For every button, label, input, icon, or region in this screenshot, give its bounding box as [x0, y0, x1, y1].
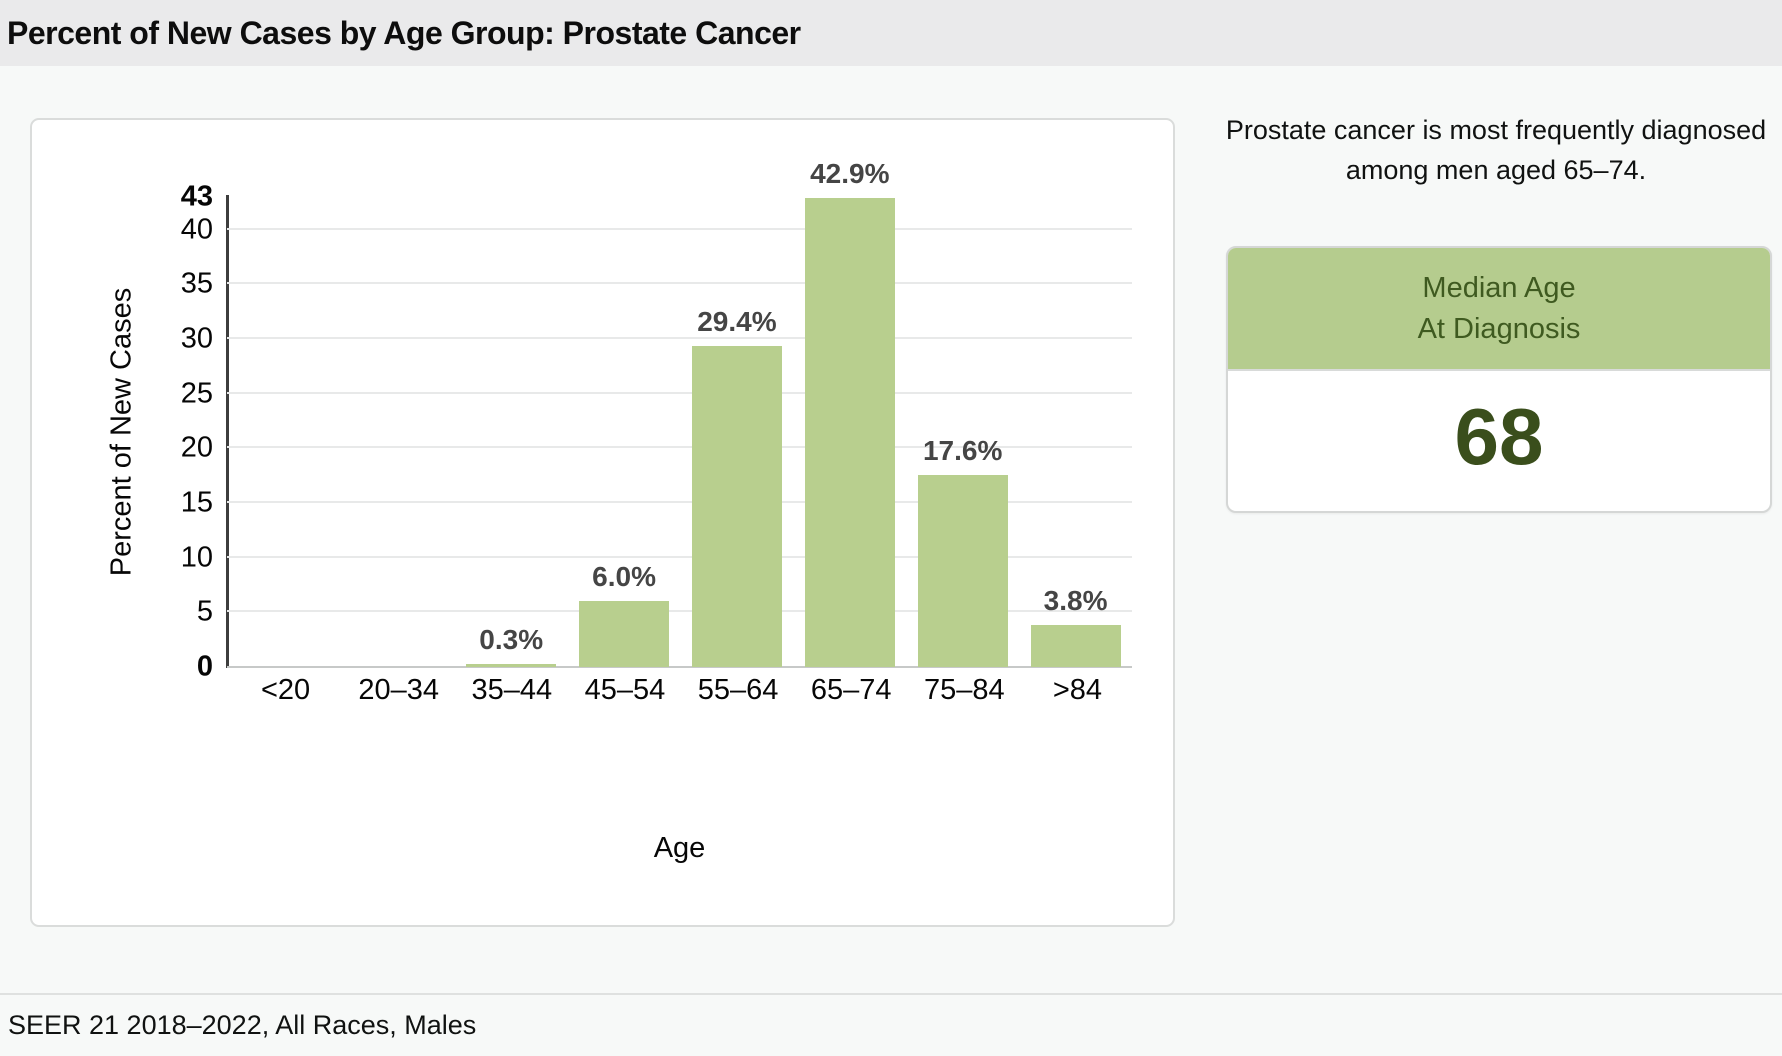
x-tick-75–84: 75–84: [923, 674, 1005, 706]
bar-slot-<20: [229, 197, 342, 667]
y-tick-10: 10: [180, 541, 213, 574]
bar-value-45–54: 6.0%: [592, 561, 656, 593]
page-footer: SEER 21 2018–2022, All Races, Males: [0, 993, 1782, 1056]
bar-slot-45–54: 6.0%: [568, 197, 681, 667]
median-age-card-header: Median Age At Diagnosis: [1228, 248, 1770, 371]
gridline-15: [227, 501, 1132, 504]
bar-value-55–64: 29.4%: [697, 305, 777, 337]
bars-group: 0.3% 6.0% 29.4% 42.9% 17.6% 3.8%: [229, 160, 1132, 667]
page-title: Percent of New Cases by Age Group: Prost…: [7, 15, 801, 51]
summary-text: Prostate cancer is most frequently diagn…: [1225, 115, 1767, 185]
y-tick-25: 25: [180, 377, 213, 410]
y-tick-20: 20: [180, 431, 213, 464]
bar-55–64: [691, 345, 782, 667]
page-header: Percent of New Cases by Age Group: Prost…: [0, 0, 1782, 66]
gridline-25: [227, 391, 1132, 394]
bar-65–74: [804, 198, 895, 667]
x-axis-ticks: <20 20–34 35–44 45–54 55–64 65–74 75–84 >84: [229, 674, 1134, 707]
median-age-card-body: 68: [1228, 371, 1770, 511]
y-tick-15: 15: [180, 486, 213, 519]
x-tick-20–34: 20–34: [358, 674, 440, 706]
x-tick-65–74: 65–74: [810, 674, 892, 706]
plot-area: 0.3% 6.0% 29.4% 42.9% 17.6% 3.8% 0 5 10 15 20 25 30…: [181, 160, 1132, 681]
bar-value->84: 3.8%: [1043, 585, 1108, 617]
source-text: SEER 21 2018–2022, All Races, Males: [8, 1010, 477, 1040]
gridline-20: [227, 446, 1132, 449]
x-tick-55–64: 55–64: [697, 674, 779, 706]
bar-value-65–74: 42.9%: [810, 158, 890, 190]
x-axis-title: Age: [653, 832, 706, 864]
y-axis-title: Percent of New Cases: [105, 287, 138, 577]
gridline-5: [227, 610, 1132, 613]
bar-45–54: [579, 601, 670, 667]
median-age-card: Median Age At Diagnosis 68: [1226, 246, 1772, 513]
bar-35–44: [466, 663, 557, 667]
y-tick-30: 30: [180, 322, 213, 355]
bar->84: [1030, 625, 1121, 667]
x-tick-<20: <20: [260, 674, 311, 706]
x-tick->84: >84: [1052, 674, 1103, 706]
median-age-title-line1: Median Age: [1422, 271, 1576, 304]
chart-panel: Percent of New Cases 0.3% 6.0% 29.4% 42.9% 1…: [30, 118, 1175, 927]
y-tick-35: 35: [180, 267, 213, 300]
x-axis-line: [227, 666, 1132, 668]
bar-slot-55–64: 29.4%: [681, 197, 794, 667]
y-tick-40: 40: [180, 213, 213, 246]
x-tick-45–54: 45–54: [584, 674, 666, 706]
y-axis-line: [226, 195, 229, 668]
y-tick-0: 0: [196, 650, 213, 683]
y-tick-max: 43: [180, 180, 213, 213]
x-tick-35–44: 35–44: [471, 674, 553, 706]
median-age-value: 68: [1454, 392, 1544, 481]
gridline-10: [227, 555, 1132, 558]
bar-75–84: [917, 474, 1008, 667]
bar-slot-20–34: [342, 197, 455, 667]
bar-slot-35–44: 0.3%: [455, 197, 568, 667]
bar-slot-65–74: 42.9%: [793, 160, 906, 667]
gridline-40: [227, 227, 1132, 230]
y-tick-5: 5: [196, 595, 213, 628]
bar-slot->84: 3.8%: [1019, 197, 1132, 667]
gridline-30: [227, 337, 1132, 340]
bar-value-75–84: 17.6%: [922, 434, 1003, 466]
gridline-35: [227, 282, 1132, 285]
bar-value-35–44: 0.3%: [479, 623, 544, 655]
bar-slot-75–84: 17.6%: [906, 197, 1019, 667]
median-age-title-line2: At Diagnosis: [1417, 312, 1581, 345]
